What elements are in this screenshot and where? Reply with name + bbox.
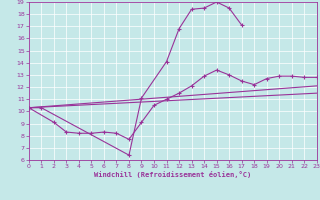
X-axis label: Windchill (Refroidissement éolien,°C): Windchill (Refroidissement éolien,°C) (94, 171, 252, 178)
